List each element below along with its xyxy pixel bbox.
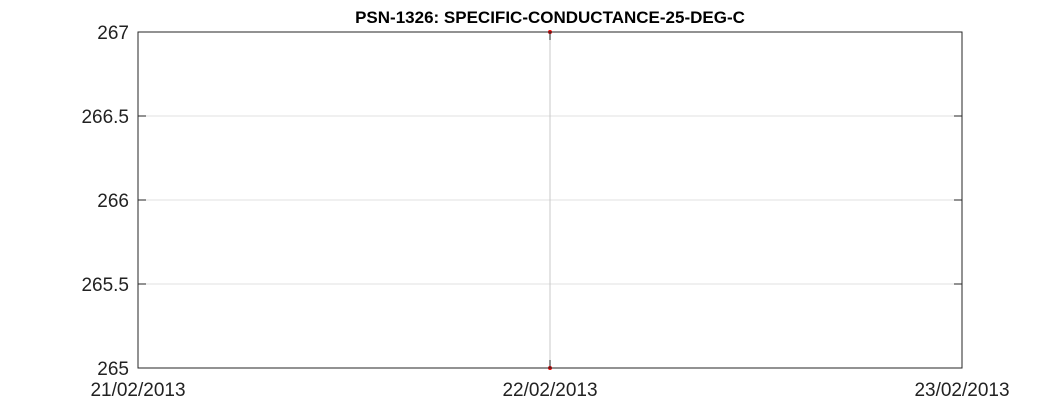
y-tick-label: 265 [97, 359, 129, 380]
x-tick-label: 23/02/2013 [914, 380, 1009, 401]
x-tick-label: 21/02/2013 [90, 380, 185, 401]
y-tick-label: 267 [97, 23, 129, 44]
x-tick-label: 22/02/2013 [502, 380, 597, 401]
chart-title: PSN-1326: SPECIFIC-CONDUCTANCE-25-DEG-C [355, 8, 745, 27]
x-tick-labels: 21/02/2013 22/02/2013 23/02/2013 [90, 380, 1009, 401]
y-tick-label: 265.5 [81, 275, 129, 296]
y-tick-label: 266 [97, 191, 129, 212]
y-tick-labels: 265 265.5 266 266.5 267 [81, 23, 129, 380]
tick-layer [137, 31, 963, 369]
y-tick-label: 266.5 [81, 107, 129, 128]
